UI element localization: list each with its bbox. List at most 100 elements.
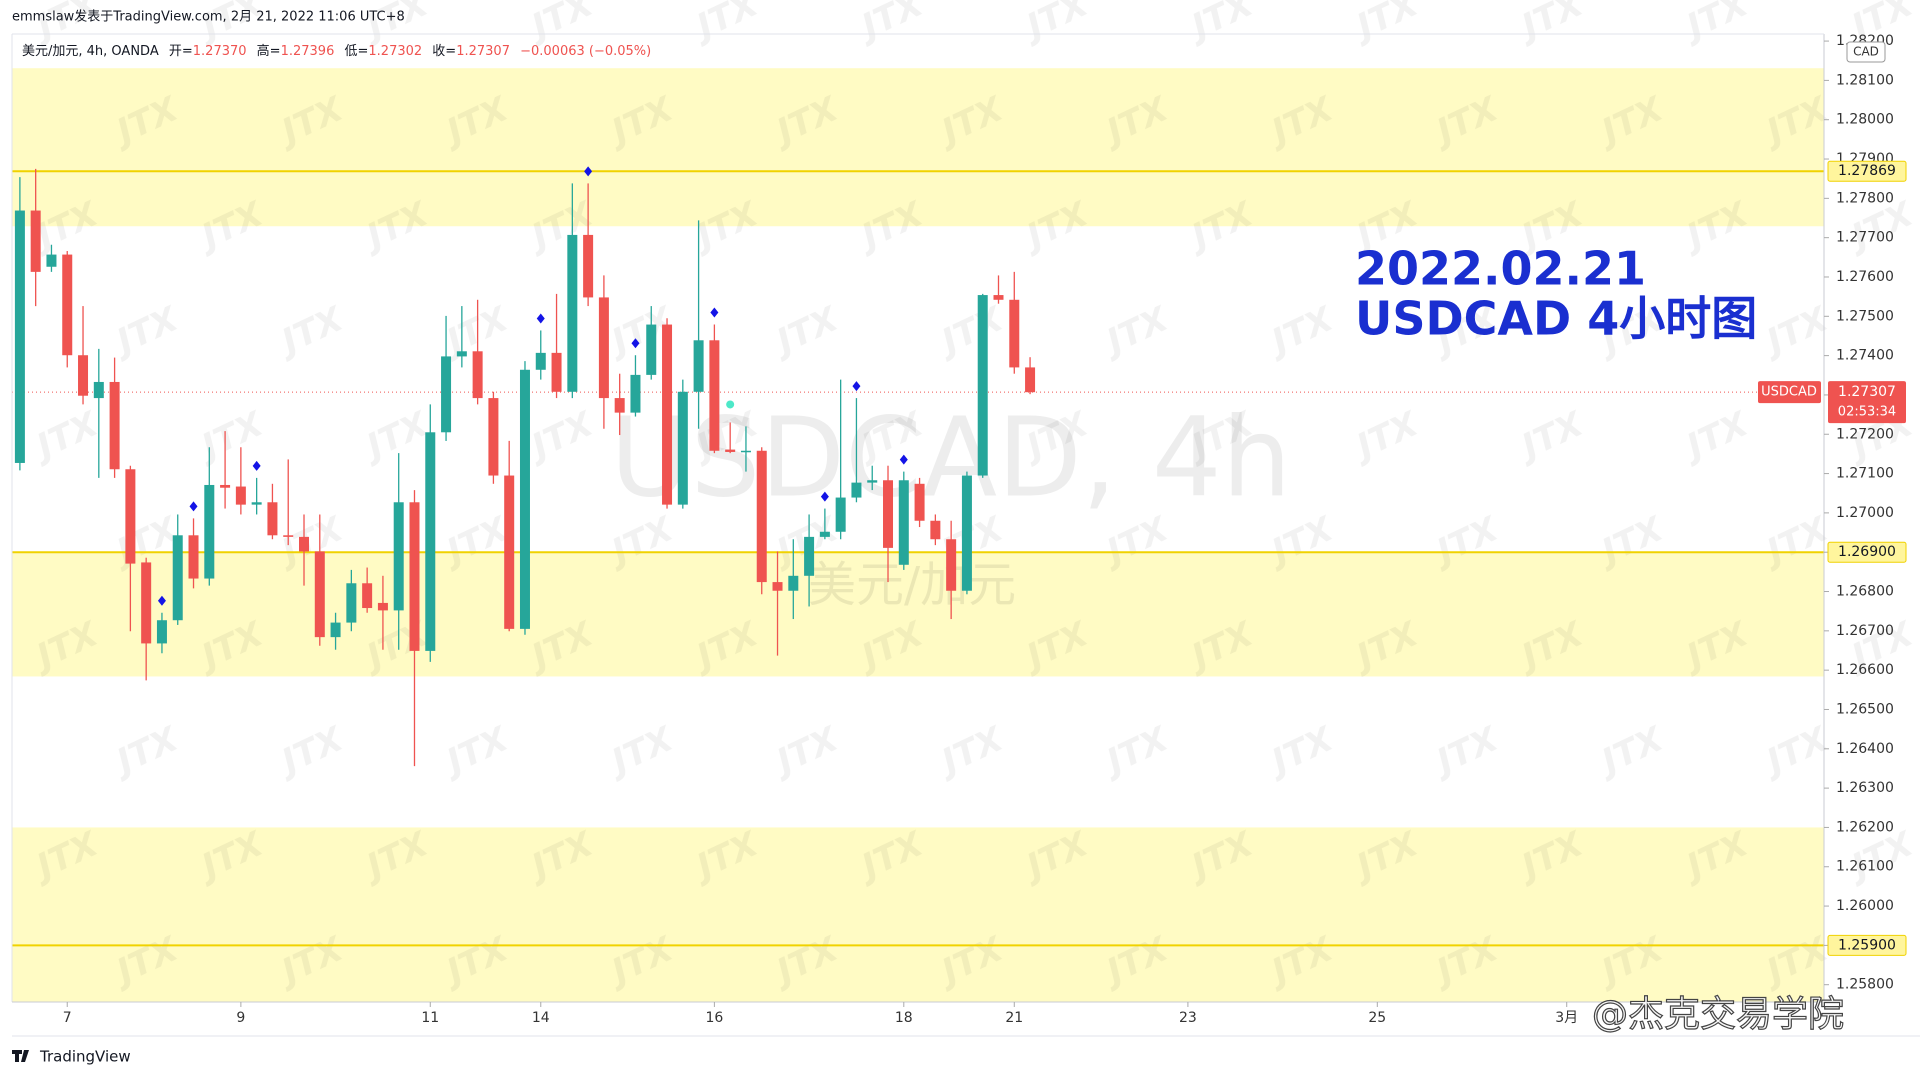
legend-high: 1.27396 <box>281 44 335 59</box>
legend-low: 1.27302 <box>368 44 422 59</box>
candle-body <box>614 398 625 413</box>
level-label: 1.25900 <box>1838 937 1896 953</box>
axes: 1.25800 1.25900 1.26000 1.26100 1.26200 1.263… <box>11 33 1920 1037</box>
candle-body <box>109 381 120 470</box>
candle-body <box>583 234 594 298</box>
x-tick-label: 16 <box>705 1010 723 1026</box>
candle-body <box>709 340 720 451</box>
candle-body <box>740 450 751 453</box>
candle-body <box>172 535 183 621</box>
candle-body <box>46 254 57 267</box>
candle-body <box>14 210 25 463</box>
candle-body <box>141 562 152 644</box>
y-tick-label: 1.27800 <box>1836 190 1894 206</box>
candle-body <box>251 502 262 505</box>
y-tick-label: 1.28000 <box>1836 112 1894 128</box>
candle-body <box>488 398 499 476</box>
candle-body <box>1025 367 1036 393</box>
level-label: 1.27869 <box>1838 163 1896 179</box>
y-tick-label: 1.25800 <box>1836 977 1894 993</box>
candle-body <box>267 502 278 536</box>
candle-body <box>346 583 357 623</box>
ohlc-legend: 美元/加元, 4h, OANDA 开=1.27370 高=1.27396 低=1… <box>22 43 651 59</box>
y-tick-label: 1.26700 <box>1836 623 1894 639</box>
x-tick-label: 14 <box>532 1010 550 1026</box>
candle-body <box>598 297 609 399</box>
candle-body <box>472 351 483 399</box>
candle-body <box>835 497 846 532</box>
signal-marker <box>852 381 861 392</box>
y-tick-label: 1.26200 <box>1836 819 1894 835</box>
candle-body <box>993 295 1004 300</box>
candle-body <box>409 502 420 651</box>
legend-low-label: 低= <box>344 44 368 59</box>
signal-marker <box>252 460 261 471</box>
level-label: 1.26900 <box>1838 544 1896 560</box>
candle-body <box>299 536 310 552</box>
signal-marker <box>189 501 198 512</box>
candle-body <box>220 484 231 488</box>
candle-body <box>930 520 941 540</box>
candle-body <box>377 602 388 611</box>
signal-marker <box>899 454 908 465</box>
currency-box <box>1846 41 1886 63</box>
candle-body <box>961 475 972 591</box>
signal-marker <box>536 313 545 324</box>
y-tick-label: 1.26400 <box>1836 741 1894 757</box>
candle-body <box>867 480 878 483</box>
candle-body <box>693 340 704 392</box>
y-tick-label: 1.27500 <box>1836 308 1894 324</box>
zone <box>12 552 1824 677</box>
y-tick-label: 1.26500 <box>1836 701 1894 717</box>
y-tick-label: 1.26100 <box>1836 859 1894 875</box>
candle-body <box>330 622 341 638</box>
candle-body <box>125 469 136 564</box>
y-tick-label: 1.27200 <box>1836 426 1894 442</box>
candle-body <box>188 535 199 579</box>
candle-body <box>62 254 73 356</box>
candle-body <box>504 475 515 629</box>
symbol-label: USDCAD <box>1761 385 1817 400</box>
candle-body <box>630 374 641 413</box>
candle-body <box>946 539 957 591</box>
tradingview-logo: TradingView <box>12 1048 131 1066</box>
candle-body <box>677 391 688 505</box>
candle-body <box>93 381 104 399</box>
legend-close-label: 收= <box>432 44 456 59</box>
candle-body <box>314 551 325 638</box>
candle-body <box>898 480 909 565</box>
y-tick-label: 1.26300 <box>1836 780 1894 796</box>
zone <box>12 68 1824 227</box>
candle-body <box>567 234 578 392</box>
legend-close: 1.27307 <box>456 44 510 59</box>
candle-body <box>456 351 467 357</box>
annotation-date: 2022.02.21 <box>1355 242 1646 296</box>
x-tick-label: 7 <box>63 1010 72 1026</box>
candle-body <box>883 480 894 548</box>
last-price-box <box>1828 381 1906 424</box>
candle-body <box>756 450 767 583</box>
x-tick-label: 3月 <box>1555 1010 1578 1026</box>
currency-label: CAD <box>1853 45 1879 59</box>
candle-body <box>535 352 546 370</box>
legend-high-label: 高= <box>257 43 281 59</box>
y-tick-label: 1.27600 <box>1836 269 1894 285</box>
candle-body <box>914 483 925 521</box>
candle-body <box>441 356 452 433</box>
y-tick-label: 1.27400 <box>1836 348 1894 364</box>
candle-body <box>772 582 783 591</box>
candle-body <box>551 352 562 392</box>
legend-symbol: 美元/加元, 4h, OANDA <box>22 44 159 59</box>
level-label-box <box>1827 160 1907 182</box>
footer-brand: TradingView <box>39 1048 131 1066</box>
legend-change: −0.00063 (−0.05%) <box>520 44 651 59</box>
candle-body <box>725 449 736 452</box>
candle-body <box>646 324 657 375</box>
legend-open: 1.27370 <box>193 44 247 59</box>
candle-body <box>30 210 41 272</box>
candle-body <box>235 486 246 505</box>
watermark-name: 美元/加元 <box>808 557 1016 613</box>
y-tick-label: 1.27700 <box>1836 230 1894 246</box>
signal-marker <box>710 307 719 318</box>
x-tick-label: 23 <box>1179 1010 1197 1026</box>
